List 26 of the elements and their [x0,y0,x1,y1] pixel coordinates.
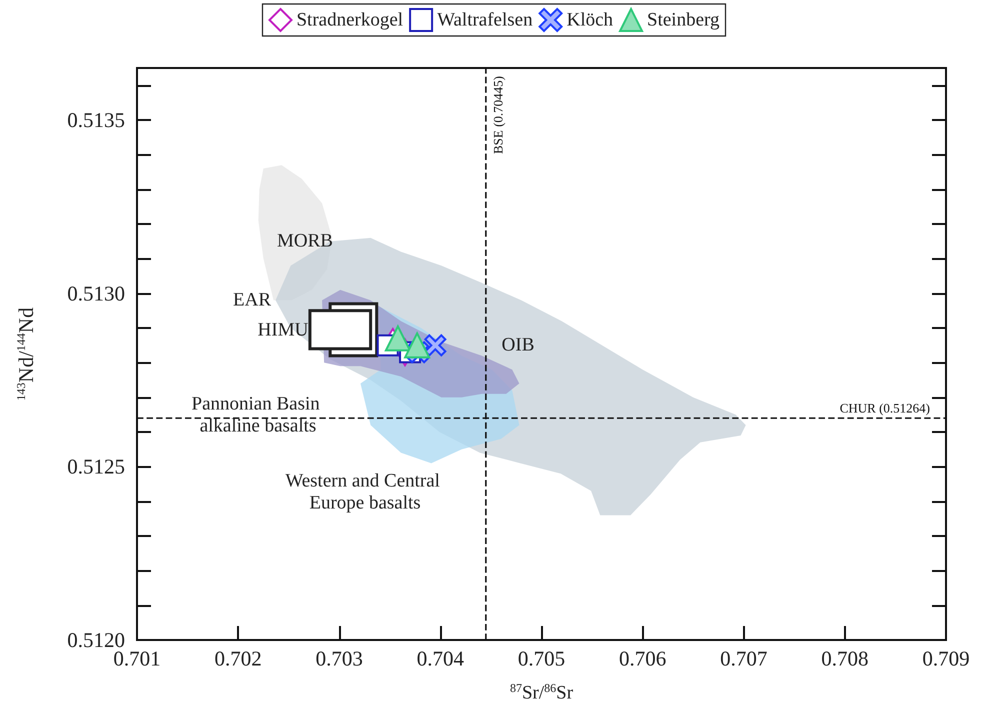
x-tick-label: 0.704 [416,646,464,670]
point [404,332,430,358]
y-axis-title: 143Nd/144Nd [14,306,38,401]
x-tick-label: 0.702 [214,646,262,670]
x-tick-label: 0.708 [821,646,868,670]
legend-label: Klöch [566,10,614,30]
annotation: HIMU [258,320,309,340]
annotation: Western and Central Europe basalts [285,470,445,514]
y-tick-label: 0.5135 [67,108,125,132]
x-tick-label: 0.703 [316,646,363,670]
legend-label: Steinberg [647,10,720,30]
x-tick-label: 0.706 [619,646,666,670]
ref-line-label: CHUR (0.51264) [840,400,930,416]
legend-label: Stradnerkogel [296,10,404,30]
annotation: OIB [502,334,534,356]
annotation: Pannonian Basin alkaline basalts [192,394,324,436]
legend-label: Waltrafelsen [437,10,534,30]
y-tick-label: 0.5130 [67,281,125,306]
annotation: EAR [233,290,272,310]
x-tick-label: 0.705 [518,646,566,670]
point [424,334,446,356]
x-tick-label: 0.709 [922,646,970,670]
y-tick-label: 0.5125 [67,454,125,479]
x-tick-label: 0.707 [720,646,768,670]
ref-line-label: BSE (0.70445) [490,76,506,154]
annotation: MORB [277,230,333,252]
